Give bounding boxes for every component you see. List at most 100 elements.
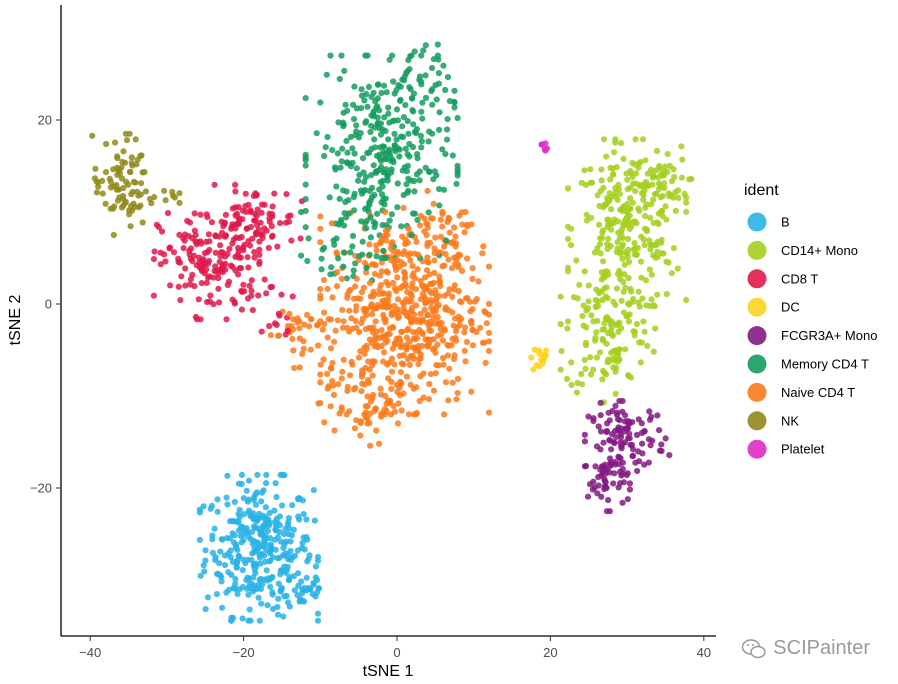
- point-memory-cd4-t: [401, 77, 408, 84]
- point-b: [285, 519, 292, 526]
- point-naive-cd4-t: [344, 294, 351, 301]
- point-naive-cd4-t: [412, 347, 419, 354]
- point-naive-cd4-t: [388, 368, 396, 375]
- point-nk: [114, 197, 122, 204]
- point-naive-cd4-t: [365, 358, 372, 365]
- point-naive-cd4-t: [330, 382, 337, 389]
- point-memory-cd4-t: [334, 150, 341, 157]
- point-cd8-t: [232, 188, 239, 195]
- point-nk: [128, 191, 135, 198]
- point-b: [238, 539, 245, 546]
- point-memory-cd4-t: [435, 70, 442, 77]
- legend-swatch: [747, 240, 767, 260]
- legend-item: Naive CD4 T: [747, 382, 855, 402]
- point-naive-cd4-t: [440, 361, 447, 368]
- point-memory-cd4-t: [409, 210, 417, 217]
- point-naive-cd4-t: [331, 338, 338, 345]
- point-fcgr3a-mono: [658, 447, 665, 455]
- point-naive-cd4-t: [289, 335, 296, 343]
- point-fcgr3a-mono: [597, 466, 604, 473]
- point-naive-cd4-t: [328, 220, 335, 227]
- point-cd14-mono: [592, 296, 599, 304]
- point-naive-cd4-t: [407, 257, 414, 264]
- point-naive-cd4-t: [461, 229, 468, 236]
- point-naive-cd4-t: [369, 293, 376, 300]
- point-naive-cd4-t: [398, 328, 405, 335]
- point-fcgr3a-mono: [647, 442, 654, 449]
- point-cd14-mono: [665, 259, 672, 266]
- point-memory-cd4-t: [382, 169, 389, 176]
- legend-swatch: [747, 326, 767, 346]
- point-memory-cd4-t: [340, 121, 347, 128]
- point-naive-cd4-t: [451, 352, 458, 359]
- point-cd14-mono: [652, 325, 659, 332]
- point-memory-cd4-t: [371, 192, 378, 199]
- point-cd14-mono: [655, 174, 662, 181]
- point-memory-cd4-t: [368, 172, 375, 179]
- point-naive-cd4-t: [397, 284, 404, 291]
- point-naive-cd4-t: [324, 385, 331, 392]
- point-cd14-mono: [603, 340, 610, 347]
- point-nk: [120, 148, 127, 155]
- point-cd14-mono: [640, 236, 647, 243]
- point-naive-cd4-t: [397, 378, 404, 385]
- point-naive-cd4-t: [440, 354, 447, 362]
- watermark: SCIPainter: [741, 637, 870, 660]
- point-memory-cd4-t: [332, 166, 339, 173]
- point-b: [295, 513, 302, 520]
- point-memory-cd4-t: [353, 122, 360, 129]
- point-cd8-t: [261, 225, 268, 232]
- point-fcgr3a-mono: [619, 499, 626, 506]
- point-memory-cd4-t: [392, 148, 399, 155]
- point-naive-cd4-t: [438, 320, 445, 327]
- point-cd8-t: [203, 279, 210, 286]
- point-naive-cd4-t: [403, 344, 410, 351]
- point-memory-cd4-t: [355, 177, 362, 184]
- point-cd14-mono: [668, 270, 676, 277]
- point-cd14-mono: [651, 190, 659, 198]
- point-b: [279, 471, 287, 478]
- point-naive-cd4-t: [366, 336, 374, 343]
- point-memory-cd4-t: [390, 78, 397, 85]
- point-memory-cd4-t: [368, 122, 375, 129]
- point-naive-cd4-t: [275, 332, 283, 339]
- point-naive-cd4-t: [413, 384, 420, 391]
- point-naive-cd4-t: [427, 318, 434, 325]
- point-cd14-mono: [635, 299, 642, 306]
- point-b: [271, 507, 278, 514]
- point-naive-cd4-t: [381, 349, 388, 356]
- point-naive-cd4-t: [467, 308, 474, 315]
- point-memory-cd4-t: [368, 93, 375, 100]
- point-b: [262, 504, 269, 511]
- point-naive-cd4-t: [479, 250, 486, 257]
- point-naive-cd4-t: [371, 336, 378, 343]
- point-naive-cd4-t: [426, 380, 433, 388]
- point-memory-cd4-t: [327, 52, 334, 59]
- point-cd14-mono: [564, 235, 572, 243]
- point-cd14-mono: [599, 326, 606, 333]
- point-cd14-mono: [570, 294, 578, 301]
- point-naive-cd4-t: [482, 359, 489, 366]
- point-naive-cd4-t: [397, 369, 404, 376]
- point-b: [256, 617, 263, 624]
- point-cd14-mono: [654, 291, 661, 298]
- point-naive-cd4-t: [455, 251, 462, 258]
- point-naive-cd4-t: [485, 338, 493, 345]
- point-cd8-t: [247, 209, 254, 216]
- point-fcgr3a-mono: [641, 428, 648, 435]
- point-fcgr3a-mono: [616, 397, 623, 405]
- point-naive-cd4-t: [353, 324, 360, 331]
- point-naive-cd4-t: [382, 316, 389, 323]
- point-naive-cd4-t: [434, 341, 441, 348]
- point-cd14-mono: [611, 149, 618, 156]
- legend-label: NK: [781, 413, 799, 428]
- point-nk: [138, 180, 145, 187]
- point-memory-cd4-t: [381, 201, 388, 208]
- point-naive-cd4-t: [374, 302, 381, 309]
- point-cd14-mono: [639, 295, 646, 302]
- point-cd8-t: [238, 306, 245, 313]
- point-memory-cd4-t: [322, 144, 329, 151]
- point-cd14-mono: [648, 296, 655, 303]
- point-b: [230, 518, 237, 525]
- point-fcgr3a-mono: [619, 466, 626, 473]
